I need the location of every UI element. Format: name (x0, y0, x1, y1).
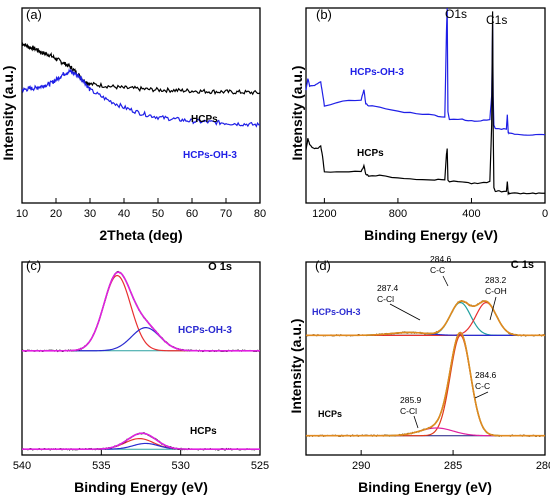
panel-b-label: (b) (316, 7, 332, 22)
panel-d-ylabel: Intensity (a.u.) (288, 319, 304, 414)
panel-b-ylabel: Intensity (a.u.) (289, 66, 305, 161)
panel-d-x-tick-label: 280 (536, 460, 550, 472)
panel-a-x-tick-label: 80 (254, 208, 266, 220)
panel-a-x-tick-label: 10 (16, 208, 28, 220)
panel-d-fit-envelope-hcps (306, 331, 545, 437)
panel-b-legend-hcps: HCPs (357, 148, 384, 159)
panel-d-component-peak-hcps (306, 334, 545, 437)
panel-b-o1s-annotation: O1s (445, 7, 467, 21)
panel-a-x-tick-label: 50 (152, 208, 164, 220)
panel-c-o1s-chart: 540 535 530 525 (13, 261, 269, 472)
panel-c-raw-spectrum-hcps (21, 432, 261, 451)
panel-d-x-tick-label: 290 (352, 460, 370, 472)
panel-c-sum-envelope-hcps (22, 432, 260, 450)
panel-a-series-line-hcps (21, 42, 261, 96)
panel-b-x-tick-label: 400 (462, 208, 480, 220)
panel-c-xlabel: Binding Energy (eV) (74, 479, 208, 495)
panel-a-x-tick-label: 30 (84, 208, 96, 220)
panel-d-annotation-leader (489, 296, 497, 321)
panel-c-raw-spectrum-hcps-oh-3 (21, 270, 261, 353)
panel-c-x-tick-label: 540 (13, 460, 31, 472)
panel-d-xlabel: Binding Energy (eV) (358, 479, 492, 495)
panel-d-annotation-value: 284.6 (430, 254, 452, 264)
panel-d-annotation-bond: C-Cl (377, 294, 394, 304)
panel-a-plot-frame (21, 7, 261, 204)
panel-d-x-tick-label: 285 (444, 460, 462, 472)
panel-a-x-tick-label: 40 (118, 208, 130, 220)
panel-d-annotation-bond: C-Cl (400, 406, 417, 416)
panel-a-legend-hcps-oh-3: HCPs-OH-3 (183, 150, 237, 161)
panel-d-annotation-value: 287.4 (377, 283, 399, 293)
panel-a-x-tick-label: 70 (220, 208, 232, 220)
panel-a-xrd-chart: 10 20 30 40 50 60 70 80 (16, 7, 266, 220)
panel-c-x-tick-label: 535 (92, 460, 110, 472)
panel-d-series-label-hcps: HCPs (318, 409, 342, 419)
panel-a-x-tick-label: 20 (50, 208, 62, 220)
panel-d-annotation-value: 284.6 (475, 370, 497, 380)
panel-a-series-line-hcps-oh-3 (21, 68, 261, 128)
panel-d-series-label-hcps-oh-3: HCPs-OH-3 (312, 307, 361, 317)
panel-d-annotation-leader (442, 275, 449, 287)
panel-d-annotation-bond: C-C (475, 381, 490, 391)
panel-b-series-line-hcps (305, 11, 546, 196)
panel-d-annotation-bond: C-OH (485, 286, 507, 296)
panel-c-plot-frame (21, 261, 261, 456)
panel-c-label: (c) (26, 258, 41, 273)
panel-c-x-tick-label: 530 (171, 460, 189, 472)
panel-d-annotation-leader (474, 391, 489, 399)
panel-d-annotation-leader (413, 415, 419, 429)
panel-a-x-tick-label: 60 (186, 208, 198, 220)
panel-d-fit-envelope-hcps-oh-3 (306, 300, 545, 337)
panel-a-legend-hcps: HCPs (191, 114, 218, 125)
panel-d-title: C 1s (511, 259, 534, 271)
panel-b-xlabel: Binding Energy (eV) (364, 227, 498, 243)
panel-c-sum-envelope-hcps-oh-3 (22, 271, 260, 352)
panel-c-fit-envelope-hcps-oh-3 (22, 271, 260, 352)
panel-c-series-label-hcps-oh-3: HCPs-OH-3 (178, 325, 232, 336)
panel-c-x-tick-label: 525 (251, 460, 269, 472)
panel-d-annotation-value: 283.2 (485, 275, 507, 285)
panel-a-ylabel: Intensity (a.u.) (0, 66, 16, 161)
panel-a-label: (a) (26, 7, 42, 22)
panel-c-fit-envelope-hcps (22, 432, 260, 451)
panel-c-component-peak-hcps (22, 442, 260, 450)
panel-d-raw-spectrum-hcps-oh-3 (305, 299, 546, 337)
panel-b-x-tick-label: 1200 (312, 208, 336, 220)
panel-b-series-line-hcps-oh-3 (305, 7, 546, 136)
panel-a-xlabel: 2Theta (deg) (99, 227, 182, 243)
panel-c-series-label-hcps: HCPs (190, 426, 217, 437)
panel-d-annotation-value: 285.9 (400, 395, 422, 405)
panel-d-label: (d) (315, 258, 331, 273)
panel-d-c1s-chart: 290 285 280 (305, 261, 550, 472)
panel-c-title: O 1s (208, 261, 232, 273)
panel-d-sum-envelope-hcps (306, 331, 545, 437)
panel-b-x-tick-label: 800 (389, 208, 407, 220)
panel-b-legend-hcps-oh-3: HCPs-OH-3 (350, 67, 404, 78)
panel-b-survey-chart: 1200 800 400 0 (305, 7, 548, 220)
panel-d-plot-frame (305, 261, 546, 456)
panel-b-plot-frame (305, 7, 546, 204)
panel-b-c1s-annotation: C1s (486, 13, 507, 27)
panel-b-x-tick-label: 0 (542, 208, 548, 220)
panel-d-annotation-bond: C-C (430, 265, 445, 275)
panel-d-raw-spectrum-hcps (305, 332, 546, 438)
panel-d-annotation-leader (389, 303, 421, 321)
